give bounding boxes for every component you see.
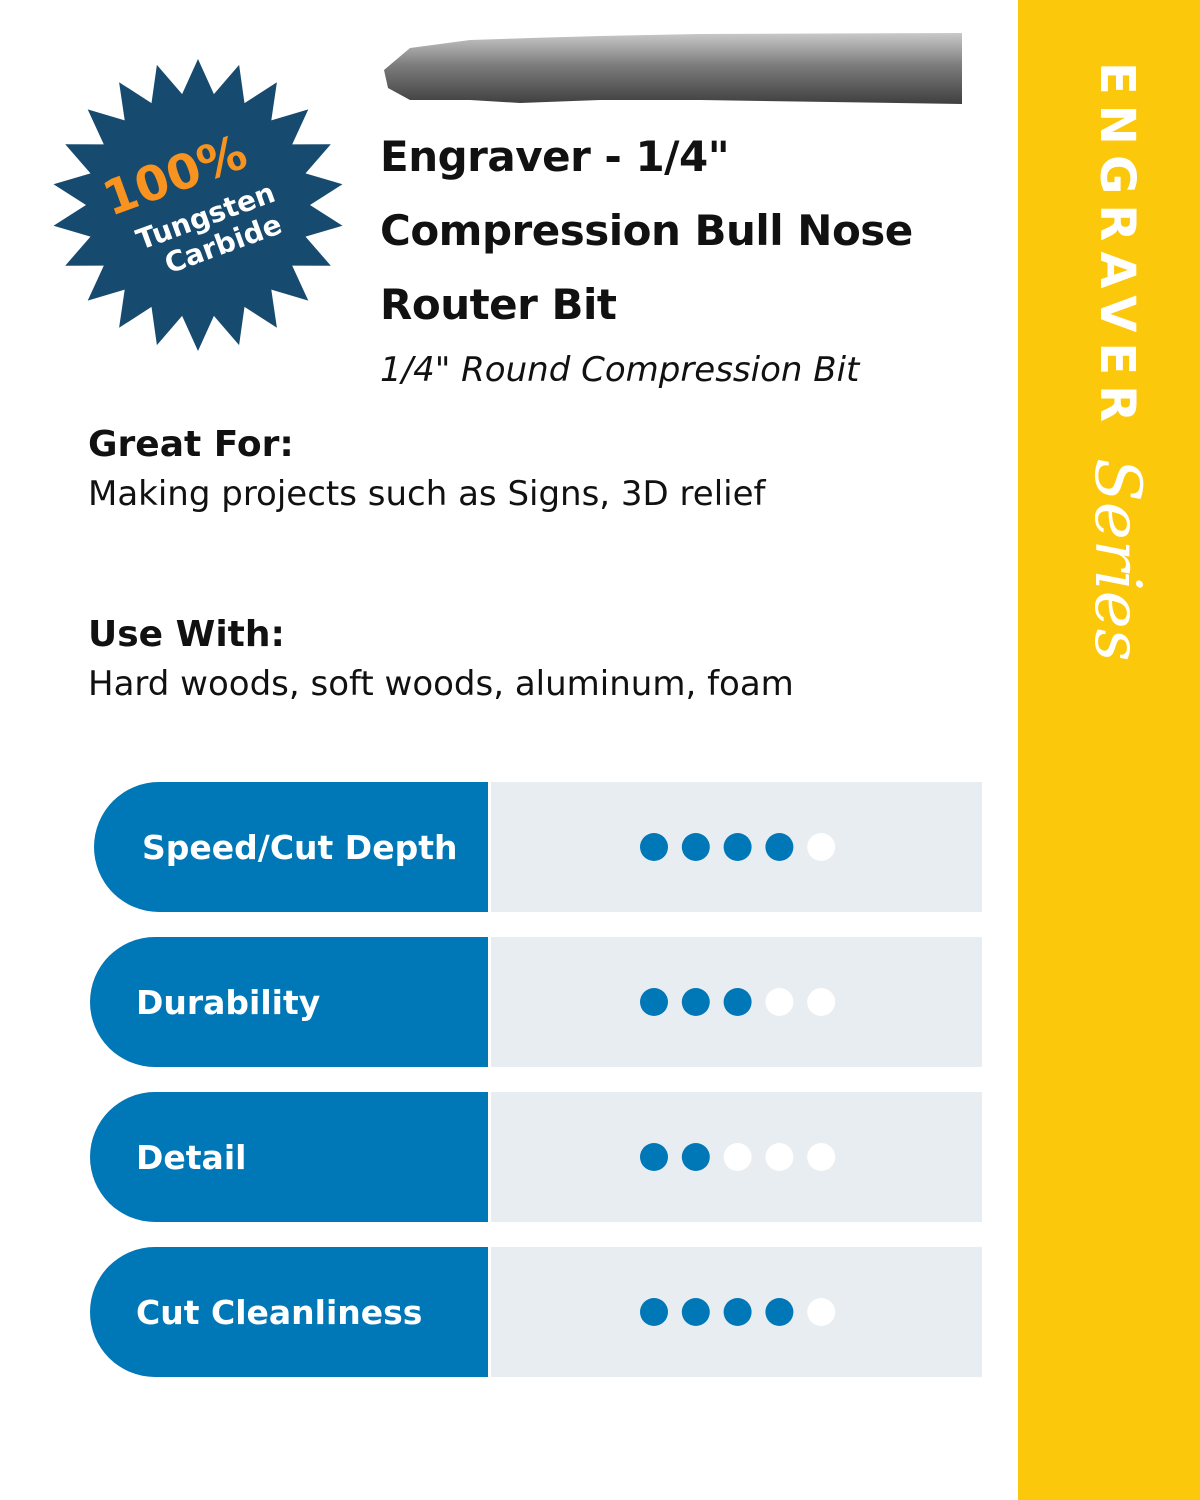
banner-word: ENGRAVER [1089, 62, 1145, 433]
rating-dot-empty [765, 1143, 794, 1171]
rating-dot-empty [807, 833, 836, 861]
rating-label: Speed/Cut Depth [142, 828, 458, 867]
rating-dot-filled [640, 1143, 668, 1171]
rating-dot-filled [640, 833, 668, 861]
rating-label: Cut Cleanliness [136, 1293, 423, 1332]
section-text: Hard woods, soft woods, aluminum, foam [88, 664, 794, 704]
rating-dot-filled [723, 833, 752, 861]
rating-dot-filled [765, 1298, 794, 1326]
rating-label-bg [90, 937, 488, 1067]
rating-dot-empty [723, 1143, 752, 1171]
section-heading: Use With: [88, 614, 285, 655]
rating-dot-empty [765, 988, 794, 1016]
rating-dot-filled [681, 833, 710, 861]
rating-dot-empty [807, 988, 836, 1016]
rating-dot-empty [807, 1298, 836, 1326]
rating-label: Durability [136, 983, 321, 1022]
section-heading: Great For: [88, 424, 294, 465]
rating-label-bg [90, 1092, 488, 1222]
section-text: Making projects such as Signs, 3D relief [88, 474, 766, 514]
rating-dot-empty [807, 1143, 836, 1171]
rating-dot-filled [681, 1143, 710, 1171]
rating-dot-filled [681, 988, 710, 1016]
title-line: Router Bit [380, 280, 617, 329]
banner-text: ENGRAVER Series [1080, 62, 1154, 662]
rating-dot-filled [640, 988, 668, 1016]
title-line: Compression Bull Nose [380, 206, 913, 255]
rating-label-bg [90, 1247, 488, 1377]
title-line: Engraver - 1/4" [380, 132, 730, 181]
subtitle: 1/4" Round Compression Bit [380, 350, 860, 390]
rating-label: Detail [136, 1138, 247, 1177]
rating-label-bg [94, 782, 488, 912]
rating-dot-filled [723, 1298, 752, 1326]
rating-dot-filled [723, 988, 752, 1016]
rating-dot-filled [640, 1298, 668, 1326]
series-banner: ENGRAVER Series [1018, 0, 1200, 1500]
router-bit-image [384, 33, 962, 104]
badge-star [53, 59, 343, 351]
banner-script: Series [1080, 458, 1154, 662]
rating-dot-filled [681, 1298, 710, 1326]
rating-dot-filled [765, 833, 794, 861]
